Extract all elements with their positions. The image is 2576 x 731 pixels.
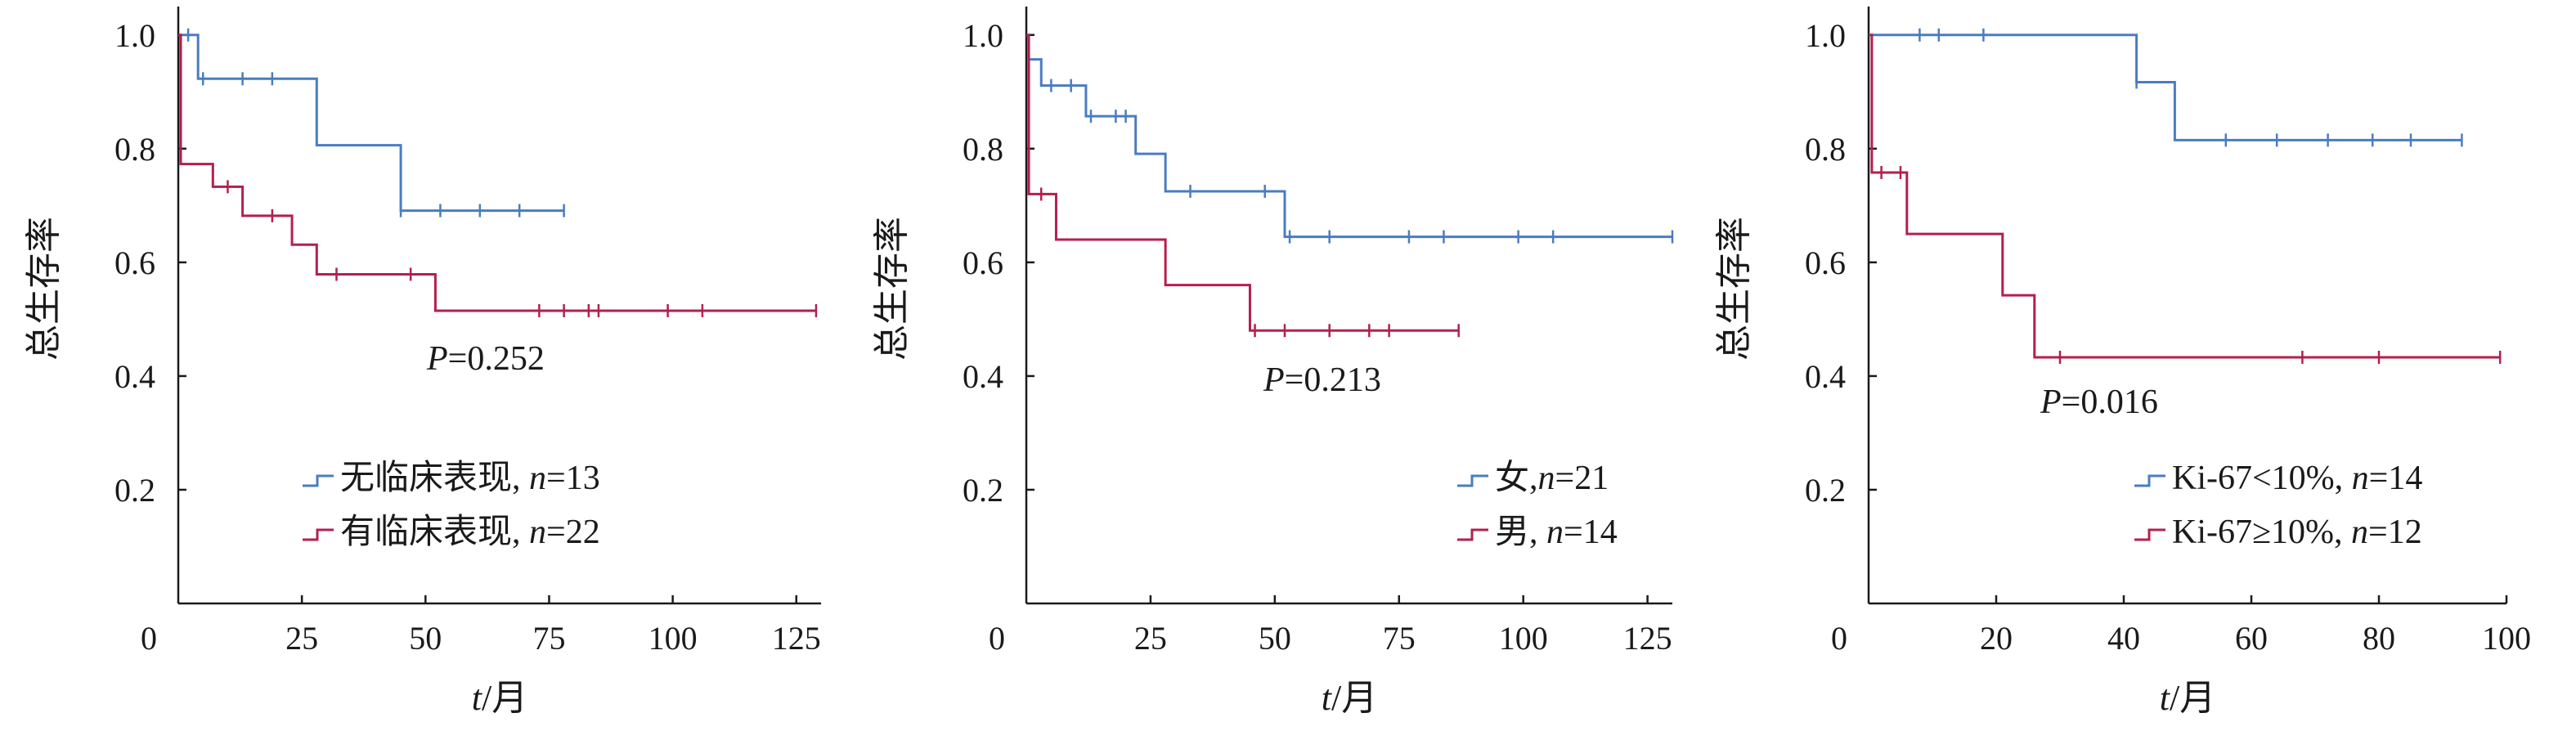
y-axis-label: 总生存率 xyxy=(872,217,912,361)
legend-swatch xyxy=(1457,528,1488,541)
x-tick-label: 80 xyxy=(2363,620,2395,657)
x-tick-label: 0 xyxy=(989,620,1005,657)
y-tick-label: 0.2 xyxy=(114,472,155,509)
x-tick-label: 100 xyxy=(1499,620,1548,657)
x-axis-label: t/月 xyxy=(1322,678,1377,718)
y-tick-label: 1.0 xyxy=(114,17,155,54)
x-tick-label: 0 xyxy=(1831,620,1847,657)
legend-swatch xyxy=(2134,528,2165,541)
survival-curve-1 xyxy=(1026,34,1672,239)
x-axis-label-var: t xyxy=(472,678,483,718)
x-tick-label: 75 xyxy=(1383,620,1416,657)
survival-curve-1 xyxy=(1869,34,2462,141)
x-axis-label-var: t xyxy=(1322,678,1333,718)
x-axis-label-unit: /月 xyxy=(482,678,527,718)
km-panel-1: 0.2 0.4 0.6 0.8 1.0 0 25 50 75 100 125 t/月 总生存率 P=0.2… xyxy=(24,7,821,718)
legend-swatch xyxy=(303,528,334,541)
x-axis-label-var: t xyxy=(2160,678,2171,718)
y-tick-label: 0.4 xyxy=(114,358,155,395)
y-axis-label: 总生存率 xyxy=(1714,217,1754,361)
y-axis-label: 总生存率 xyxy=(24,217,64,361)
survival-curve-1 xyxy=(178,34,564,213)
x-tick-label: 125 xyxy=(1623,620,1672,657)
x-tick-label: 20 xyxy=(1980,620,2013,657)
p-value: P=0.252 xyxy=(426,340,545,378)
x-tick-label: 25 xyxy=(285,620,318,657)
x-tick-label: 0 xyxy=(141,620,157,657)
x-tick-label: 50 xyxy=(1259,620,1291,657)
x-axis-label-unit: /月 xyxy=(1331,678,1377,718)
legend-swatch xyxy=(1457,474,1488,487)
x-tick-label: 60 xyxy=(2235,620,2268,657)
x-axis-label: t/月 xyxy=(2160,678,2215,718)
y-tick-label: 0.6 xyxy=(1805,244,1846,281)
y-tick-label: 0.4 xyxy=(963,358,1003,395)
x-axis-label-unit: /月 xyxy=(2170,678,2215,718)
x-tick-label: 25 xyxy=(1134,620,1167,657)
x-tick-label: 75 xyxy=(532,620,565,657)
legend-entry-2: Ki-67≥10%, n=12 xyxy=(2172,513,2422,551)
p-value: P=0.016 xyxy=(2040,383,2158,421)
x-axis-label: t/月 xyxy=(472,678,527,718)
survival-curve-2 xyxy=(1869,34,2501,359)
y-tick-label: 0.8 xyxy=(963,131,1003,168)
legend-entry-2: 有临床表现, n=22 xyxy=(340,513,600,551)
y-tick-label: 0.8 xyxy=(1805,131,1846,168)
y-tick-label: 0.2 xyxy=(1805,472,1846,509)
y-tick-label: 1.0 xyxy=(1805,17,1846,54)
y-tick-label: 0.8 xyxy=(114,131,155,168)
y-tick-label: 0.4 xyxy=(1805,358,1846,395)
km-panel-2: 0.2 0.4 0.6 0.8 1.0 0 25 50 75 100 125 t/月 总生存率 P=0.2… xyxy=(872,7,1674,718)
x-tick-label: 50 xyxy=(409,620,442,657)
y-tick-label: 0.6 xyxy=(114,244,155,281)
legend-entry-1: 女,n=21 xyxy=(1495,459,1609,497)
y-tick-label: 1.0 xyxy=(963,17,1003,54)
y-tick-label: 0.2 xyxy=(963,472,1003,509)
x-tick-label: 100 xyxy=(2482,620,2531,657)
legend-entry-1: 无临床表现, n=13 xyxy=(340,459,600,497)
p-value: P=0.213 xyxy=(1263,361,1381,399)
y-tick-label: 0.6 xyxy=(963,244,1003,281)
legend-entry-1: Ki-67<10%, n=14 xyxy=(2172,460,2422,497)
km-panel-3: 0.2 0.4 0.6 0.8 1.0 0 20 40 60 80 100 t/月 总生存率 P=0.01… xyxy=(1714,7,2531,718)
survival-curve-2 xyxy=(178,34,816,312)
legend-swatch xyxy=(2134,474,2165,487)
legend-swatch xyxy=(303,474,334,487)
x-tick-label: 100 xyxy=(648,620,698,657)
x-tick-label: 40 xyxy=(2107,620,2140,657)
x-tick-label: 125 xyxy=(772,620,821,657)
legend-entry-2: 男, n=14 xyxy=(1495,513,1618,551)
survival-curve-2 xyxy=(1026,34,1459,332)
